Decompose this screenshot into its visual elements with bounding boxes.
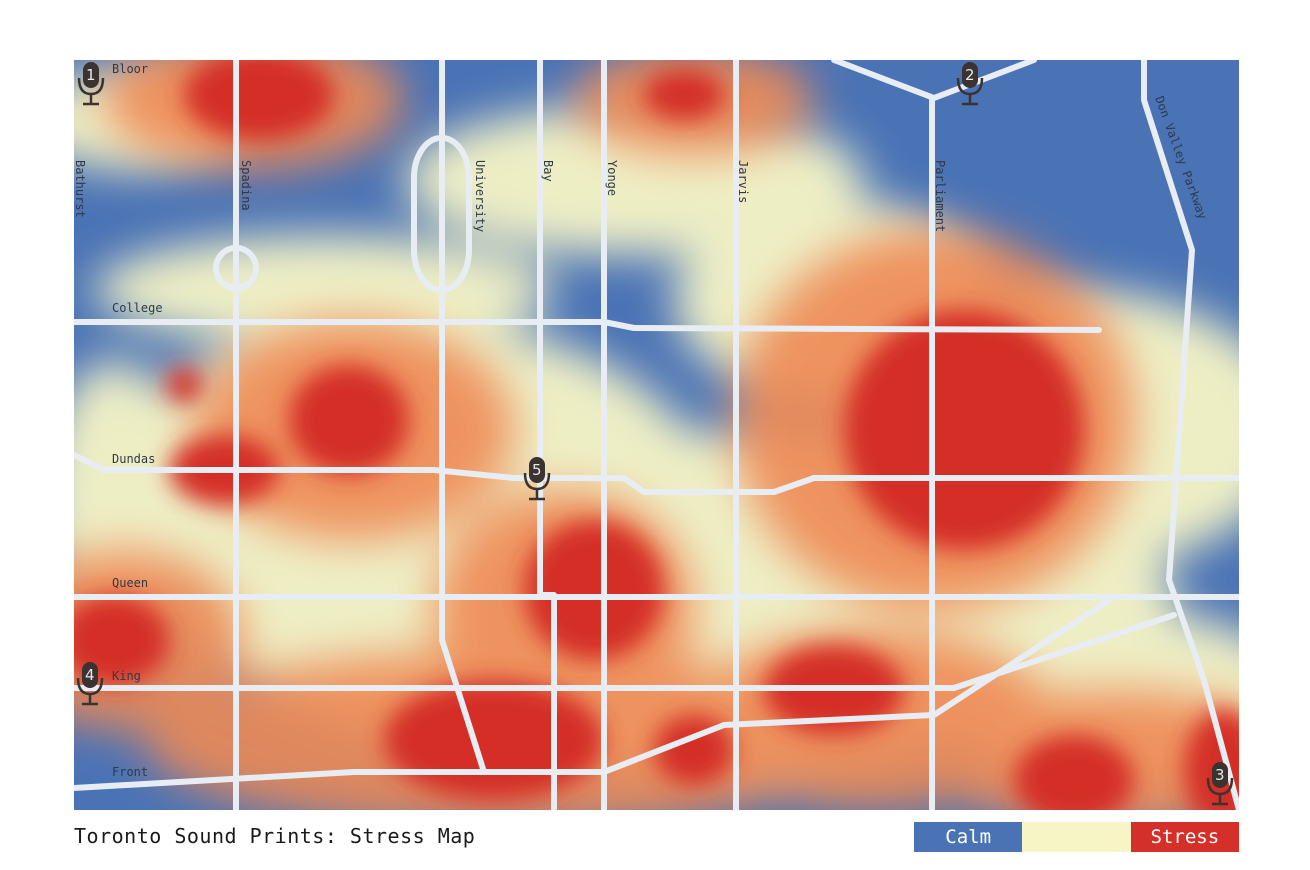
- legend-neutral: [1022, 822, 1130, 852]
- street-label-bathurst: Bathurst: [74, 160, 87, 218]
- stress-heatmap: Bloor College Dundas Queen King Front Ba…: [74, 60, 1239, 810]
- street-label-jarvis: Jarvis: [736, 160, 750, 203]
- street-label-king: King: [112, 669, 141, 683]
- street-label-spadina: Spadina: [239, 160, 253, 211]
- street-label-bay: Bay: [541, 160, 555, 182]
- street-label-college: College: [112, 301, 163, 315]
- street-label-queen: Queen: [112, 576, 148, 590]
- street-label-dundas: Dundas: [112, 452, 155, 466]
- microphone-number: 5: [532, 461, 542, 479]
- stress-legend: Calm Stress: [914, 822, 1239, 852]
- street-label-front: Front: [112, 765, 148, 779]
- map-title: Toronto Sound Prints: Stress Map: [74, 824, 475, 848]
- street-label-bloor: Bloor: [112, 62, 148, 76]
- street-label-parliament: Parliament: [933, 160, 947, 232]
- street-label-university: University: [473, 160, 487, 232]
- legend-stress: Stress: [1131, 822, 1239, 852]
- microphone-number: 2: [965, 66, 975, 84]
- legend-calm: Calm: [914, 822, 1022, 852]
- stress-map[interactable]: Bloor College Dundas Queen King Front Ba…: [74, 60, 1239, 810]
- microphone-number: 4: [85, 666, 95, 684]
- microphone-number: 1: [86, 66, 96, 84]
- street-label-yonge: Yonge: [605, 160, 619, 196]
- microphone-number: 3: [1215, 766, 1225, 784]
